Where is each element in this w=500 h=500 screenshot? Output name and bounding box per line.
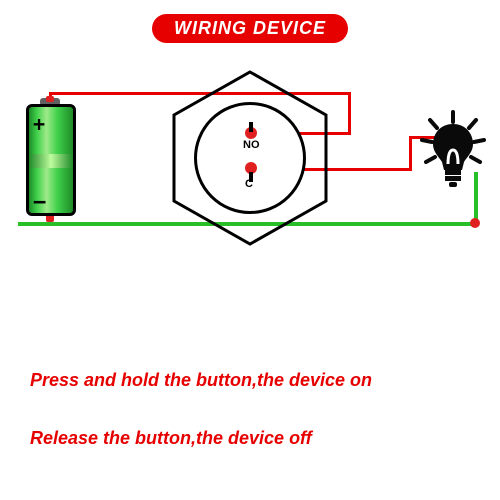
battery-pos-nub <box>46 96 54 102</box>
battery-plus: + <box>33 112 45 136</box>
battery-stripe <box>29 154 73 168</box>
wire-red-bulb-up <box>409 136 412 171</box>
terminal-c-label: C <box>245 178 253 190</box>
title-pill: WIRING DEVICE <box>152 14 348 43</box>
bulb-icon <box>418 110 488 188</box>
instruction-off: Release the button,the device off <box>30 428 312 449</box>
battery-minus: − <box>33 190 46 215</box>
wiring-diagram: + − NO C <box>0 72 500 322</box>
connector-dot-right <box>470 218 480 228</box>
button-face <box>194 102 306 214</box>
terminal-no-pin <box>249 122 253 132</box>
instruction-on: Press and hold the button,the device on <box>30 370 372 391</box>
terminal-no-label: NO <box>243 139 260 151</box>
wire-red-right-down <box>348 92 351 135</box>
